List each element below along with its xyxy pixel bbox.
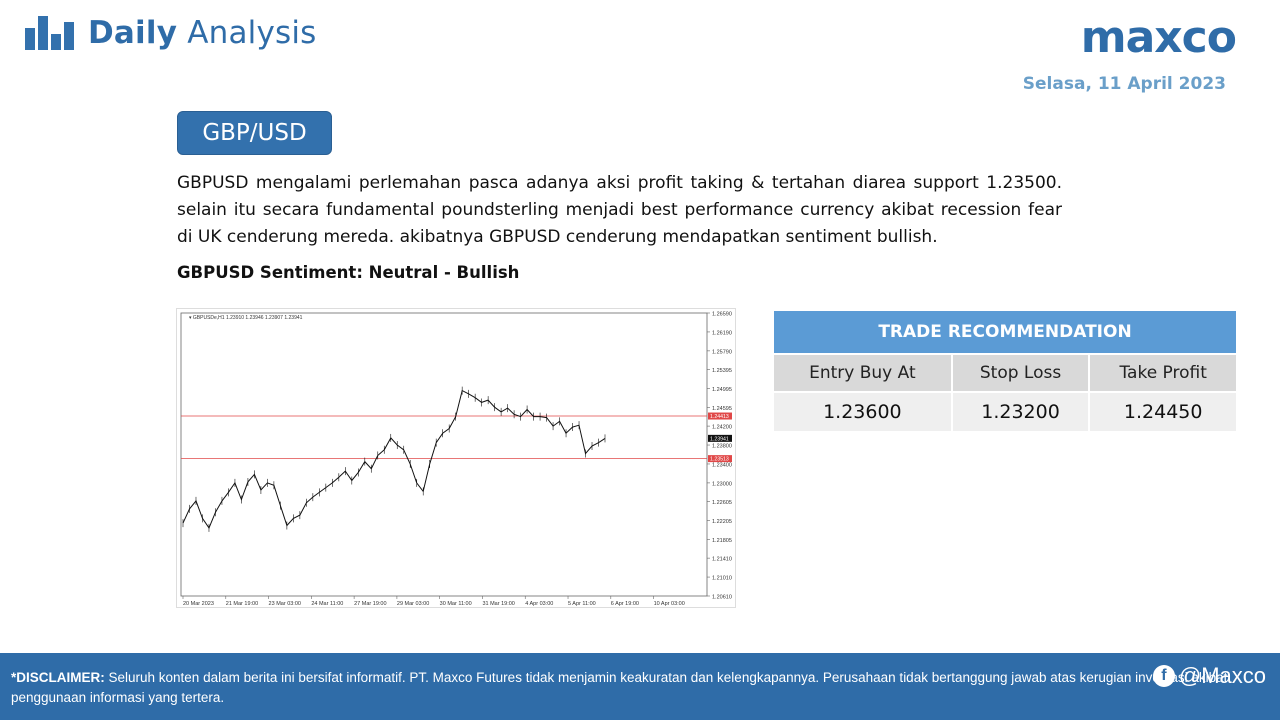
brand-title-light: Analysis	[187, 15, 317, 51]
y-tick-label: 1.21010	[712, 576, 732, 582]
y-tick-label: 1.22605	[712, 500, 732, 506]
stop-loss-header: Stop Loss	[952, 355, 1089, 391]
level-label: 1.24413	[710, 414, 729, 420]
x-tick-label: 30 Mar 11:00	[440, 601, 472, 607]
current-price-label: 1.23941	[710, 436, 729, 442]
trade-table-title: TRADE RECOMMENDATION	[774, 311, 1236, 353]
analysis-text: GBPUSD mengalami perlemahan pasca adanya…	[177, 173, 1062, 247]
disclaimer-text: Seluruh konten dalam berita ini bersifat…	[11, 670, 1228, 705]
x-tick-label: 6 Apr 19:00	[611, 601, 639, 607]
y-tick-label: 1.25395	[712, 368, 732, 374]
report-date: Selasa, 11 April 2023	[1022, 74, 1226, 94]
x-tick-label: 4 Apr 03:00	[525, 601, 553, 607]
chart-title: ▾ GBPUSDe,H1 1.23910 1.23946 1.23907 1.2…	[189, 315, 303, 321]
level-label: 1.23513	[710, 457, 729, 463]
x-tick-label: 24 Mar 11:00	[311, 601, 343, 607]
current-price-bg	[708, 434, 732, 442]
price-line	[182, 389, 606, 529]
facebook-icon: f	[1152, 665, 1175, 687]
take-profit-header: Take Profit	[1090, 355, 1236, 391]
plot-area	[180, 312, 708, 597]
take-profit-value: 1.24450	[1090, 393, 1236, 431]
y-tick-label: 1.25790	[712, 349, 732, 355]
stop-loss-value: 1.23200	[952, 393, 1089, 431]
currency-pair-badge: GBP/USD	[177, 111, 332, 155]
x-tick-label: 20 Mar 2023	[183, 601, 214, 607]
y-tick-label: 1.26190	[712, 330, 732, 336]
sentiment-text: GBPUSD Sentiment: Neutral - Bullish	[177, 263, 520, 282]
disclaimer-footer: *DISCLAIMER: Seluruh konten dalam berita…	[0, 653, 1280, 720]
y-tick-label: 1.24595	[712, 406, 732, 412]
x-tick-label: 10 Apr 03:00	[654, 601, 685, 607]
x-tick-label: 27 Mar 19:00	[354, 601, 386, 607]
x-tick-label: 21 Mar 19:00	[226, 601, 258, 607]
x-tick-label: 5 Apr 11:00	[568, 601, 596, 607]
y-tick-label: 1.24200	[712, 425, 732, 431]
y-tick-label: 1.23000	[712, 481, 732, 487]
x-tick-label: 29 Mar 03:00	[397, 601, 429, 607]
maxco-logo: maxco	[1080, 12, 1237, 63]
y-tick-label: 1.22205	[712, 519, 732, 525]
entry-header: Entry Buy At	[774, 355, 951, 391]
trade-recommendation-table: TRADE RECOMMENDATION Entry Buy At Stop L…	[772, 309, 1238, 433]
disclaimer-label: *DISCLAIMER:	[11, 670, 105, 685]
brand-title: Daily Analysis	[88, 15, 317, 51]
x-tick-label: 31 Mar 19:00	[482, 601, 514, 607]
level-label-bg	[708, 412, 732, 420]
y-tick-label: 1.23800	[712, 444, 732, 450]
entry-value: 1.23600	[774, 393, 951, 431]
y-tick-label: 1.24995	[712, 387, 732, 393]
bar-chart-icon	[25, 16, 74, 50]
price-chart: 1.26590 1.26190 1.25790 1.25395 1.24995 1.245…	[176, 308, 736, 608]
level-label-bg	[708, 455, 732, 463]
price-chart-svg: 1.26590 1.26190 1.25790 1.25395 1.24995 1.245…	[180, 312, 732, 607]
brand-title-bold: Daily	[88, 15, 178, 51]
y-tick-label: 1.21410	[712, 557, 732, 563]
daily-analysis-logo: Daily Analysis	[25, 15, 317, 51]
social-handle[interactable]: f @Maxco	[1152, 663, 1266, 688]
y-tick-label: 1.21805	[712, 538, 732, 544]
y-tick-label: 1.20610	[712, 595, 732, 601]
social-handle-text: @Maxco	[1178, 663, 1266, 688]
x-tick-label: 23 Mar 03:00	[269, 601, 301, 607]
y-tick-label: 1.26590	[712, 312, 732, 318]
y-tick-label: 1.23400	[712, 462, 732, 468]
